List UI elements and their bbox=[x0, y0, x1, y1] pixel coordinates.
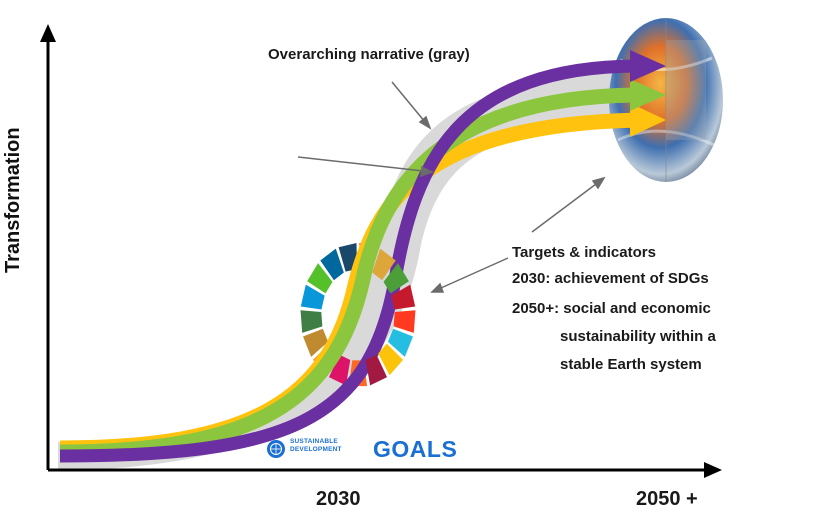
sdg-wheel-segment bbox=[391, 284, 416, 310]
green-arrowhead bbox=[630, 79, 666, 111]
sdg-wheel-front bbox=[365, 248, 416, 386]
targets-2030-line: 2030: achievement of SDGs bbox=[512, 270, 709, 287]
sdg-logo-goals: GOALS bbox=[373, 436, 458, 462]
un-emblem-icon bbox=[267, 440, 285, 458]
narrative-band bbox=[58, 72, 668, 470]
purple-arrowhead bbox=[630, 50, 666, 82]
axes bbox=[46, 38, 708, 472]
sdg-wheel-segment bbox=[307, 263, 333, 294]
sdg-wheel-segment bbox=[300, 310, 323, 333]
y-axis-arrowhead bbox=[40, 24, 56, 42]
targets-indicators-title: Targets & indicators bbox=[512, 244, 656, 261]
yellow-arrowhead bbox=[630, 103, 666, 137]
x-axis-arrowhead bbox=[704, 462, 722, 478]
sdg-wheel-segment bbox=[303, 328, 329, 357]
sdg-wheel-segment bbox=[393, 310, 416, 333]
sdg-wheel-segment bbox=[338, 243, 358, 272]
targets-2050-line-3: stable Earth system bbox=[560, 356, 702, 373]
sdg-wheel-segment bbox=[378, 343, 404, 376]
green-arrow bbox=[59, 87, 641, 460]
sdg-wheel-segment bbox=[365, 354, 388, 386]
sdg-wheel-segment bbox=[320, 248, 344, 281]
targets-2050-line-1: 2050+: social and economic bbox=[512, 300, 711, 317]
callout-lines bbox=[297, 81, 606, 293]
sdg-wheel-segment bbox=[300, 284, 325, 310]
sdg-wheel-segment bbox=[328, 354, 351, 386]
x-tick-2050: 2050 + bbox=[636, 488, 698, 510]
sdg-wheel-segment bbox=[383, 263, 409, 294]
x-tick-2030: 2030 bbox=[316, 488, 361, 510]
sdg-logo-line2: DEVELOPMENT bbox=[290, 446, 342, 453]
sdg-logo-text: SUSTAINABLE DEVELOPMENT bbox=[290, 438, 342, 454]
y-axis-label: Transformation bbox=[2, 127, 24, 273]
sdg-wheel-segment bbox=[387, 328, 413, 357]
targets-2050-line-2: sustainability within a bbox=[560, 328, 716, 345]
overarching-narrative-label: Overarching narrative (gray) bbox=[268, 46, 470, 63]
sdg-logo-line1: SUSTAINABLE bbox=[290, 438, 338, 445]
sdg-wheel-segment bbox=[372, 248, 396, 281]
